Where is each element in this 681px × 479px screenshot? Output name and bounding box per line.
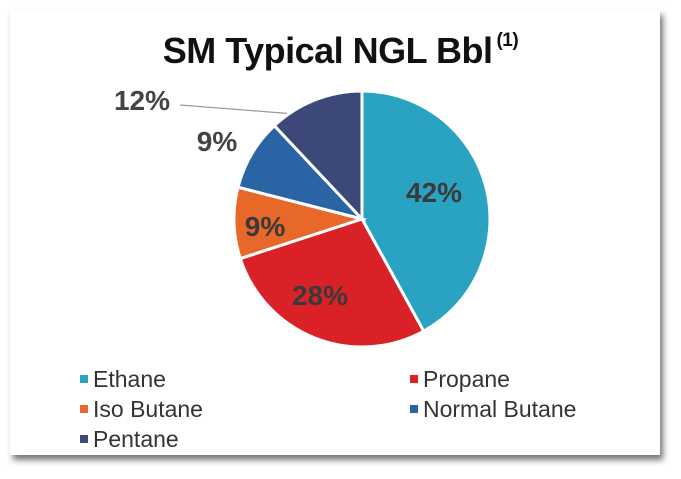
legend-label: Propane <box>423 366 510 392</box>
pie-slice-pentane <box>272 89 364 223</box>
data-label-ethane: 42% <box>406 177 462 208</box>
pie-slice-propane <box>238 217 426 349</box>
legend-item-propane: Propane <box>410 366 510 392</box>
chart-title-footnote: (1) <box>496 30 519 51</box>
legend-swatch <box>80 434 88 443</box>
legend-item-iso-butane: Iso Butane <box>80 396 203 422</box>
legend-item-ethane: Ethane <box>80 366 166 392</box>
legend-swatch <box>80 404 88 413</box>
legend-swatch <box>410 374 418 383</box>
data-label-pentane: 12% <box>114 85 170 116</box>
legend-label: Ethane <box>93 366 166 392</box>
leader-line-pentane <box>179 104 287 114</box>
legend-swatch <box>410 404 418 413</box>
legend-label: Pentane <box>93 426 179 452</box>
legend-item-normal-butane: Normal Butane <box>410 396 576 422</box>
legend-item-pentane: Pentane <box>80 426 179 452</box>
chart-title: SM Typical NGL Bbl (1) <box>0 30 681 72</box>
data-label-iso-butane: 9% <box>245 211 286 242</box>
chart-title-text: SM Typical NGL Bbl <box>162 30 493 71</box>
data-label-normal-butane: 9% <box>197 126 238 157</box>
legend-label: Normal Butane <box>423 396 577 422</box>
legend-label: Iso Butane <box>93 396 203 422</box>
pie-slice-ethane <box>360 89 492 334</box>
data-label-propane: 28% <box>292 280 348 311</box>
legend-swatch <box>80 374 88 383</box>
